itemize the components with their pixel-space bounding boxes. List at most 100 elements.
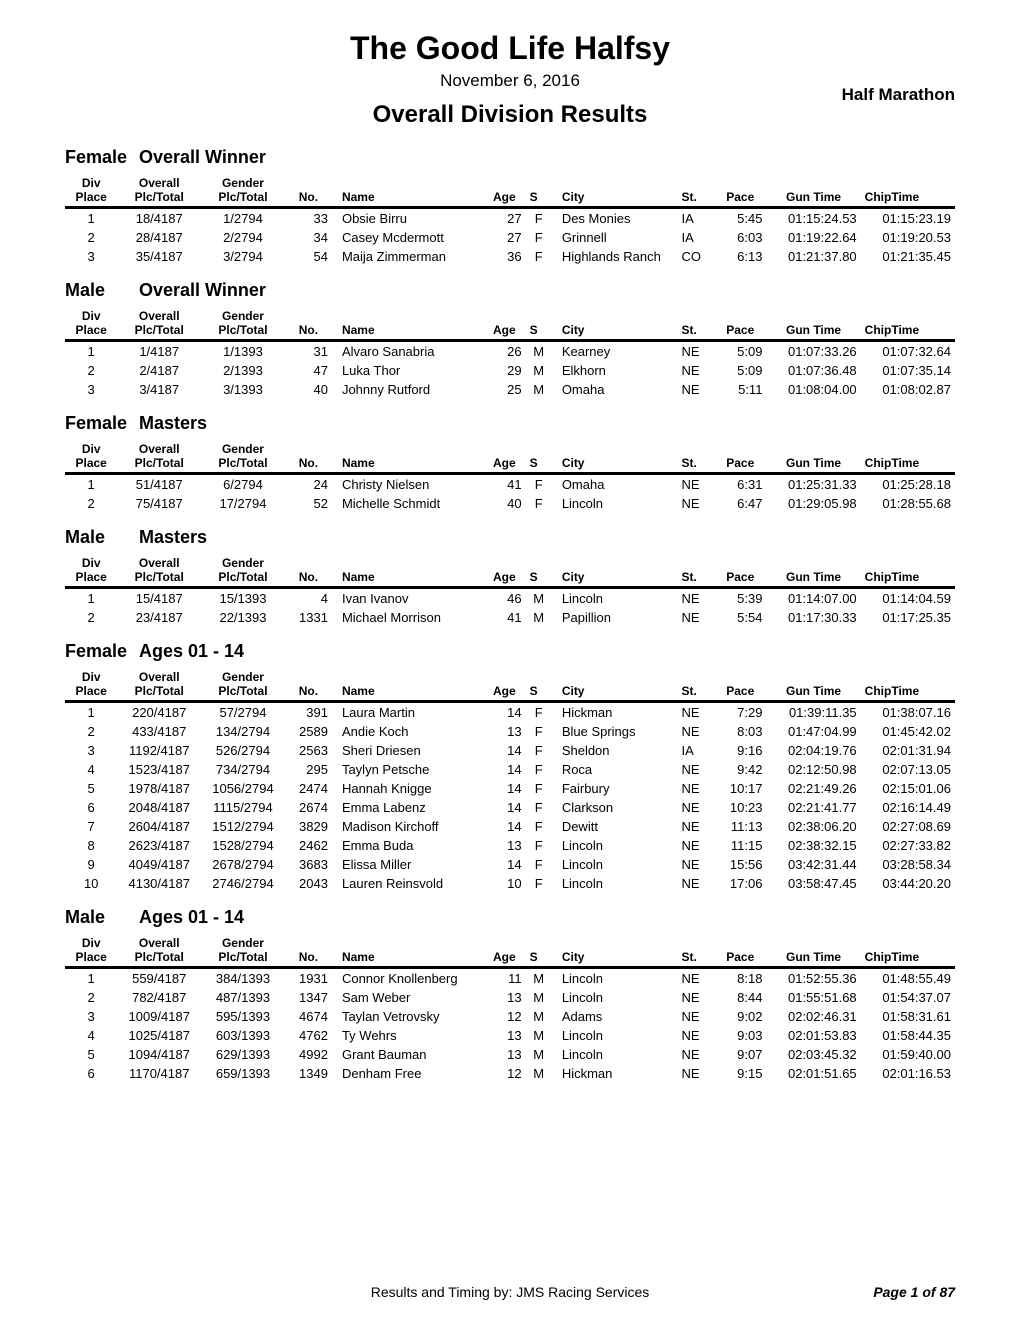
col-header-line2: Place — [69, 950, 113, 964]
col-header-line2: Name — [342, 684, 485, 698]
col-header-line2: ChipTime — [865, 950, 951, 964]
cell-st: IA — [677, 208, 714, 229]
col-header-no: No. — [285, 934, 332, 968]
col-header-gender: GenderPlc/Total — [201, 554, 285, 588]
cell-no: 295 — [285, 760, 332, 779]
col-header-line2: City — [562, 950, 674, 964]
cell-overall: 2048/4187 — [117, 798, 201, 817]
col-header-divplace: DivPlace — [65, 554, 117, 588]
cell-gender: 2/2794 — [201, 228, 285, 247]
cell-no: 2563 — [285, 741, 332, 760]
cell-gender: 17/2794 — [201, 494, 285, 513]
cell-divplace: 1 — [65, 474, 117, 495]
col-header-gender: GenderPlc/Total — [201, 174, 285, 208]
cell-guntime: 01:39:11.35 — [766, 702, 860, 723]
cell-age: 29 — [489, 361, 526, 380]
cell-s: F — [526, 474, 552, 495]
cell-guntime: 02:01:53.83 — [766, 1026, 860, 1045]
col-header-line1: Div — [69, 556, 113, 570]
col-header-line1: Gender — [205, 176, 281, 190]
cell-guntime: 02:04:19.76 — [766, 741, 860, 760]
cell-chiptime: 01:17:25.35 — [861, 608, 955, 627]
table-row: 1559/4187384/13931931Connor Knollenberg1… — [65, 968, 955, 989]
cell-s: F — [526, 760, 552, 779]
col-header-line1: Overall — [121, 309, 197, 323]
footer-page: Page 1 of 87 — [658, 1284, 955, 1300]
col-header-line2: S — [530, 323, 548, 337]
section-gender: Female — [65, 147, 139, 168]
cell-city: Hickman — [552, 1064, 678, 1083]
cell-overall: 2623/4187 — [117, 836, 201, 855]
cell-pace: 5:09 — [714, 341, 766, 362]
col-header-line2: Place — [69, 323, 113, 337]
col-header-line2: Place — [69, 684, 113, 698]
col-header-s: S — [526, 307, 552, 341]
cell-st: IA — [677, 228, 714, 247]
cell-age: 14 — [489, 817, 526, 836]
cell-age: 13 — [489, 722, 526, 741]
col-header-line2: Age — [493, 950, 522, 964]
col-header-line2: Plc/Total — [121, 950, 197, 964]
cell-no: 33 — [285, 208, 332, 229]
cell-guntime: 02:38:32.15 — [766, 836, 860, 855]
cell-name: Ty Wehrs — [332, 1026, 489, 1045]
cell-s: M — [526, 1045, 552, 1064]
cell-s: F — [526, 855, 552, 874]
col-header-line2: S — [530, 684, 548, 698]
cell-divplace: 2 — [65, 361, 117, 380]
col-header-line2: ChipTime — [865, 456, 951, 470]
col-header-line2: Plc/Total — [121, 570, 197, 584]
col-header-line2: St. — [681, 684, 710, 698]
table-row: 118/41871/279433Obsie Birru27FDes Monies… — [65, 208, 955, 229]
table-row: 335/41873/279454Maija Zimmerman36FHighla… — [65, 247, 955, 266]
col-header-s: S — [526, 174, 552, 208]
col-header-line2: Name — [342, 323, 485, 337]
cell-divplace: 4 — [65, 760, 117, 779]
cell-age: 11 — [489, 968, 526, 989]
cell-overall: 35/4187 — [117, 247, 201, 266]
cell-overall: 3/4187 — [117, 380, 201, 399]
col-header-overall: OverallPlc/Total — [117, 440, 201, 474]
cell-city: Grinnell — [552, 228, 678, 247]
cell-overall: 1025/4187 — [117, 1026, 201, 1045]
col-header-line1: Gender — [205, 936, 281, 950]
cell-gender: 734/2794 — [201, 760, 285, 779]
col-header-overall: OverallPlc/Total — [117, 668, 201, 702]
cell-name: Taylan Vetrovsky — [332, 1007, 489, 1026]
col-header-s: S — [526, 668, 552, 702]
cell-gender: 659/1393 — [201, 1064, 285, 1083]
col-header-line2: S — [530, 456, 548, 470]
cell-city: Papillion — [552, 608, 678, 627]
results-table: DivPlaceOverallPlc/TotalGenderPlc/TotalN… — [65, 307, 955, 399]
col-header-no: No. — [285, 307, 332, 341]
cell-st: IA — [677, 741, 714, 760]
col-header-line2: S — [530, 950, 548, 964]
col-header-line2: Plc/Total — [121, 190, 197, 204]
results-table: DivPlaceOverallPlc/TotalGenderPlc/TotalN… — [65, 668, 955, 893]
cell-guntime: 02:01:51.65 — [766, 1064, 860, 1083]
cell-name: Casey Mcdermott — [332, 228, 489, 247]
cell-gender: 1056/2794 — [201, 779, 285, 798]
cell-age: 12 — [489, 1007, 526, 1026]
cell-city: Lincoln — [552, 836, 678, 855]
cell-s: F — [526, 817, 552, 836]
col-header-chiptime: ChipTime — [861, 934, 955, 968]
cell-divplace: 8 — [65, 836, 117, 855]
cell-chiptime: 02:07:13.05 — [861, 760, 955, 779]
cell-overall: 18/4187 — [117, 208, 201, 229]
cell-s: F — [526, 874, 552, 893]
cell-st: NE — [677, 494, 714, 513]
col-header-chiptime: ChipTime — [861, 307, 955, 341]
cell-pace: 9:16 — [714, 741, 766, 760]
col-header-pace: Pace — [714, 307, 766, 341]
cell-st: NE — [677, 988, 714, 1007]
col-header-gender: GenderPlc/Total — [201, 440, 285, 474]
col-header-line2: S — [530, 190, 548, 204]
cell-overall: 4049/4187 — [117, 855, 201, 874]
cell-overall: 1523/4187 — [117, 760, 201, 779]
cell-divplace: 1 — [65, 968, 117, 989]
col-header-name: Name — [332, 934, 489, 968]
cell-guntime: 03:42:31.44 — [766, 855, 860, 874]
cell-gender: 3/1393 — [201, 380, 285, 399]
cell-divplace: 2 — [65, 608, 117, 627]
